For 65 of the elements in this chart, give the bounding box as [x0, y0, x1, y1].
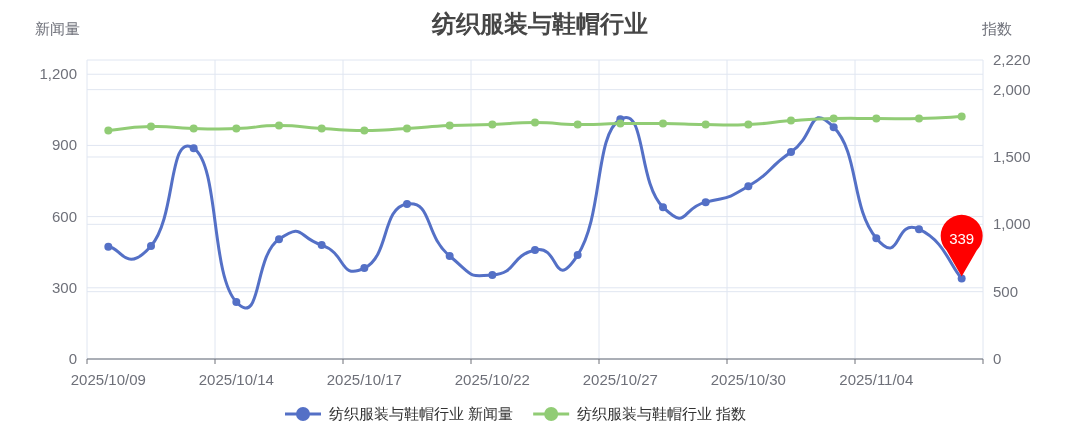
x-tick-label: 2025/10/09 [70, 371, 146, 388]
y-tick-label: 1,200 [39, 65, 77, 83]
point [317, 124, 326, 133]
y2-tick-label: 2,220 [993, 51, 1031, 68]
y2-tick-label: 1,500 [993, 147, 1031, 165]
legend-label: 纺织服装与鞋帽行业 新闻量 [329, 405, 514, 422]
point [232, 124, 241, 133]
y2-tick-label: 1,000 [993, 215, 1031, 233]
y-tick-label: 900 [51, 136, 77, 154]
point [701, 120, 710, 129]
legend-label: 纺织服装与鞋帽行业 指数 [577, 405, 747, 422]
point [744, 120, 753, 129]
point [147, 122, 155, 131]
point [275, 121, 283, 130]
point [531, 118, 539, 127]
x-tick-label: 2025/10/14 [198, 371, 274, 388]
point [445, 252, 454, 261]
point [488, 271, 497, 279]
point [317, 241, 326, 250]
point [915, 225, 923, 234]
point [488, 120, 497, 129]
data-label: 339 [949, 229, 975, 247]
point [829, 123, 838, 132]
point [915, 114, 923, 123]
point [872, 234, 881, 243]
x-tick-label: 2025/10/17 [326, 371, 402, 388]
y2-tick-label: 2,000 [993, 80, 1031, 98]
point [360, 126, 369, 135]
chart-title: 纺织服装与鞋帽行业 [431, 10, 648, 37]
point [189, 144, 198, 153]
y2-tick-label: 0 [993, 350, 1002, 367]
point [445, 121, 454, 130]
y-tick-label: 0 [68, 350, 77, 367]
x-tick-label: 2025/10/27 [582, 371, 658, 388]
point [701, 198, 710, 207]
x-tick-label: 2025/10/22 [454, 371, 530, 388]
point [872, 114, 881, 123]
point [147, 242, 155, 251]
point [573, 120, 582, 129]
y-tick-label: 600 [51, 207, 77, 225]
y2-tick-label: 500 [993, 282, 1019, 300]
point [957, 112, 966, 121]
point [573, 251, 582, 260]
point [232, 298, 241, 307]
point [829, 114, 838, 123]
point [275, 235, 283, 244]
y-axis-title: 新闻量 [35, 20, 80, 37]
point [403, 124, 411, 133]
point [787, 148, 795, 157]
point [616, 119, 625, 128]
point [531, 246, 539, 255]
point [189, 124, 198, 133]
point [957, 274, 966, 283]
point [104, 126, 113, 135]
point [787, 116, 795, 125]
point [403, 200, 411, 209]
point [360, 264, 369, 273]
point [659, 119, 667, 128]
y-tick-label: 300 [51, 278, 77, 296]
x-tick-label: 2025/11/04 [839, 371, 914, 388]
point [659, 203, 667, 212]
y2-axis-title: 指数 [981, 20, 1012, 37]
x-tick-label: 2025/10/30 [710, 371, 786, 388]
point [744, 182, 753, 191]
point [104, 242, 113, 251]
